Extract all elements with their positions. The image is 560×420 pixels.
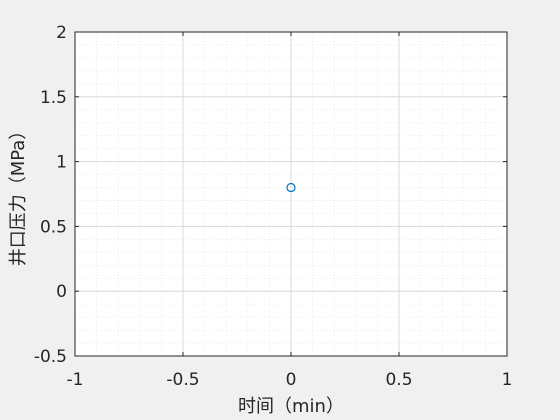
x-axis-label: 时间（min） [238, 396, 344, 417]
y-tick-label: 0 [56, 282, 67, 302]
y-tick-label: 1 [56, 153, 67, 173]
x-tick-label: 0.5 [385, 370, 412, 390]
x-tick-label: -1 [67, 370, 84, 390]
y-tick-label: 2 [56, 23, 67, 43]
data-points [286, 182, 296, 193]
x-tick-labels: -1 -0.5 0 0.5 1 [67, 370, 513, 390]
axis-ticks [74, 31, 508, 357]
y-axis-label: 井口压力（MPa） [8, 122, 29, 267]
x-tick-label: 1 [502, 370, 513, 390]
y-tick-label: 1.5 [40, 88, 67, 108]
x-tick-label: -0.5 [166, 370, 199, 390]
x-tick-label: 0 [286, 370, 297, 390]
data-point [286, 182, 296, 193]
y-tick-label: 0.5 [40, 217, 67, 237]
y-tick-label: -0.5 [34, 347, 67, 367]
y-tick-labels: -0.5 0 0.5 1 1.5 2 [34, 23, 67, 367]
